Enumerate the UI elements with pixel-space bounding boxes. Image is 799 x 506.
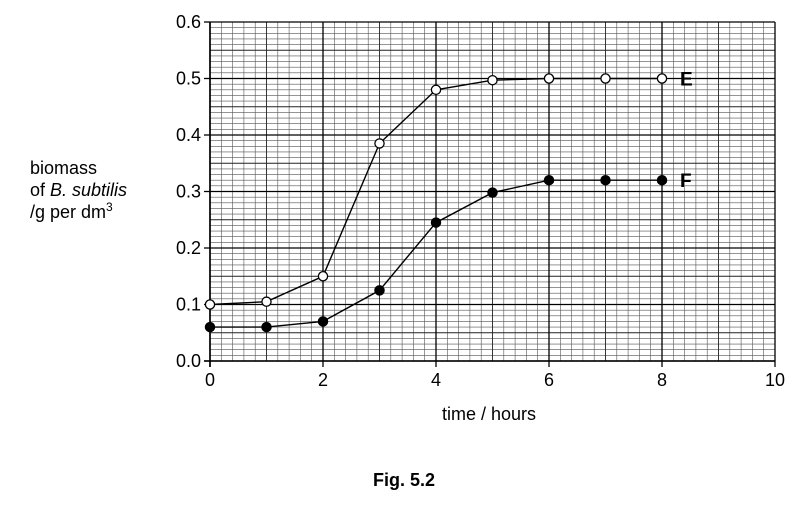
- data-point-F: [204, 321, 216, 333]
- species-name: B. subtilis: [50, 180, 128, 200]
- data-point-E: [374, 138, 385, 149]
- x-tick-label: 6: [544, 370, 554, 390]
- y-axis-label: biomass of B. subtilis /g per dm3: [30, 157, 127, 223]
- y-axis-unit: /g per dm: [30, 202, 107, 222]
- x-axis-label: time / hours: [442, 404, 537, 424]
- data-point-F: [487, 187, 498, 198]
- y-tick-label: 0.3: [176, 182, 201, 202]
- x-tick-label: 0: [205, 370, 215, 390]
- y-axis-label-line1: biomass: [30, 158, 98, 178]
- figure-caption: Fig. 5.2: [373, 470, 436, 490]
- data-point-E: [261, 296, 272, 307]
- data-series: EF: [204, 70, 693, 333]
- data-point-F: [317, 316, 329, 327]
- data-point-F: [261, 321, 272, 333]
- y-tick-label: 0.4: [176, 125, 201, 145]
- data-point-F: [600, 174, 611, 186]
- x-tick-label: 4: [431, 370, 441, 390]
- data-point-E: [204, 299, 216, 310]
- data-point-F: [430, 217, 442, 228]
- data-point-F: [656, 174, 668, 186]
- series-label-E: E: [680, 70, 693, 91]
- x-tick-label: 2: [318, 370, 328, 390]
- y-tick-label: 0.6: [176, 12, 201, 32]
- data-point-E: [317, 270, 329, 282]
- x-tick-label: 8: [657, 370, 667, 390]
- data-point-E: [600, 73, 611, 84]
- data-point-F: [543, 174, 555, 186]
- y-tick-label: 0.2: [176, 238, 201, 258]
- data-point-F: [374, 285, 385, 296]
- y-tick-label: 0.5: [176, 69, 201, 89]
- data-point-E: [430, 84, 442, 96]
- y-axis-unit-superscript: 3: [106, 200, 113, 214]
- series-label-F: F: [680, 171, 692, 192]
- x-tick-label: 10: [765, 370, 785, 390]
- tick-labels: 0.0 0.1 0.2 0.3 0.4 0.5 0.6 0 2 4 6 8 10: [176, 12, 785, 390]
- y-tick-label: 0.0: [176, 351, 201, 371]
- y-tick-label: 0.1: [176, 295, 201, 315]
- y-axis-label-prefix: of: [30, 180, 51, 200]
- data-point-E: [487, 74, 498, 86]
- y-axis-label-line2: of B. subtilis: [30, 179, 127, 201]
- data-point-E: [656, 73, 668, 84]
- y-axis-label-line3: /g per dm3: [30, 201, 127, 223]
- data-point-E: [543, 73, 555, 84]
